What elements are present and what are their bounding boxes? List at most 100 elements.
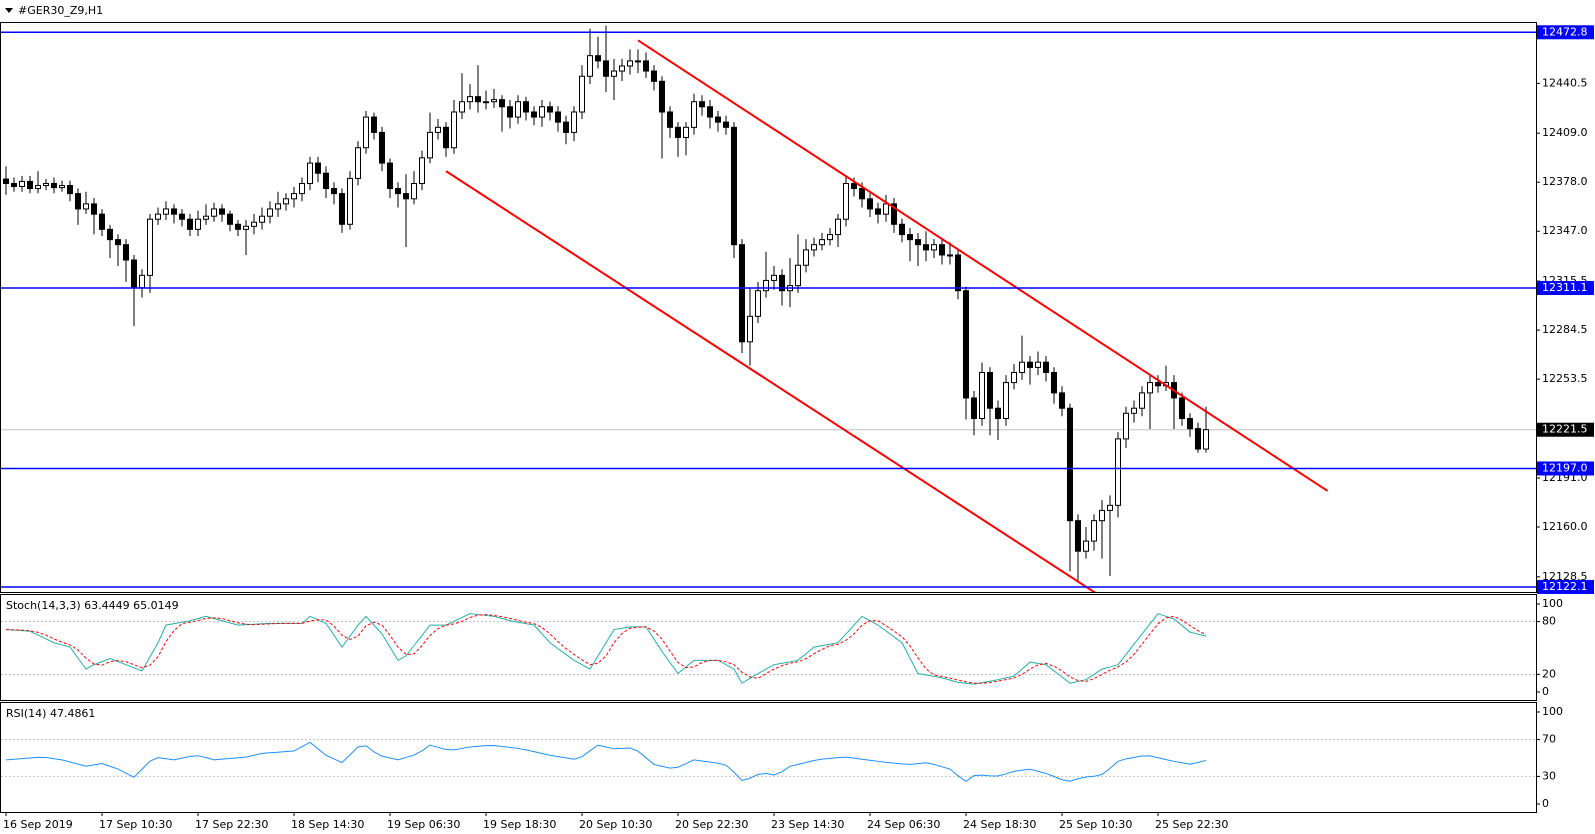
candle-body	[587, 55, 593, 77]
candle-body	[1187, 418, 1193, 430]
candle-body	[843, 182, 849, 220]
y-tick-label: 12284.5	[1542, 323, 1588, 336]
candle-body	[107, 228, 113, 241]
candle-body	[691, 101, 697, 128]
rsi-plot	[1, 739, 1536, 782]
candle-body	[19, 180, 25, 187]
candle-body	[1035, 361, 1041, 368]
candle-body	[515, 101, 521, 118]
candle-body	[595, 55, 601, 62]
candle-body	[931, 244, 937, 251]
candle-body	[115, 239, 121, 246]
level-label: 12472.8	[1542, 25, 1588, 38]
x-tick-label: 17 Sep 22:30	[195, 818, 268, 831]
candle-body	[891, 203, 897, 225]
candle-body	[139, 274, 145, 289]
candle-body	[523, 101, 529, 113]
candle-body	[739, 244, 745, 343]
candle-body	[243, 225, 249, 230]
candle-body	[371, 116, 377, 133]
indicator-line	[5, 613, 1207, 685]
y-tick-label: 0	[1542, 797, 1549, 810]
candle-body	[411, 182, 417, 200]
candle-body	[43, 182, 49, 187]
candle-body	[731, 126, 737, 246]
candle-body	[67, 185, 73, 195]
candle-body	[195, 218, 201, 230]
candle-body	[211, 208, 217, 217]
candle-body	[1027, 361, 1033, 368]
candle-body	[1043, 361, 1049, 373]
y-tick-label: 20	[1542, 667, 1556, 680]
candle-body	[499, 99, 505, 108]
x-tick-label: 24 Sep 06:30	[867, 818, 940, 831]
candle-body	[299, 182, 305, 195]
candle-body	[259, 215, 265, 223]
candle-body	[323, 172, 329, 190]
y-tick-label: 12409.0	[1542, 126, 1588, 139]
candle-body	[979, 371, 985, 420]
candle-body	[1075, 520, 1081, 552]
candle-body	[123, 244, 129, 261]
y-tick-label: 70	[1542, 733, 1556, 746]
x-tick-label: 24 Sep 18:30	[963, 818, 1036, 831]
x-tick-label: 17 Sep 10:30	[99, 818, 172, 831]
candle-body	[1203, 429, 1209, 450]
stoch-plot	[1, 613, 1536, 685]
candle-body	[315, 162, 321, 174]
x-tick-label: 23 Sep 14:30	[771, 818, 844, 831]
level-label-box	[1537, 281, 1594, 296]
candle-body	[795, 264, 801, 287]
candle-body	[419, 157, 425, 184]
candle-body	[723, 121, 729, 128]
candle-body	[451, 111, 457, 149]
candle-body	[1179, 397, 1185, 420]
candle-body	[875, 208, 881, 215]
candle-body	[1099, 509, 1105, 522]
candle-body	[507, 106, 513, 118]
candle-body	[403, 193, 409, 200]
x-tick-label: 18 Sep 14:30	[291, 818, 364, 831]
y-tick-label: 100	[1542, 597, 1563, 610]
candle-body	[899, 223, 905, 236]
candle-body	[811, 244, 817, 251]
candle-body	[59, 185, 65, 189]
candle-body	[1059, 392, 1065, 409]
y-tick-label: 12347.0	[1542, 224, 1588, 237]
candle-body	[1195, 428, 1201, 450]
candle-body	[91, 203, 97, 215]
candle-body	[699, 101, 705, 108]
candle-body	[1139, 392, 1145, 409]
candle-body	[347, 177, 353, 225]
main-plot	[1, 25, 1536, 592]
level-label: 12122.1	[1542, 580, 1588, 593]
x-tick-label: 20 Sep 22:30	[675, 818, 748, 831]
indicator-title: Stoch(14,3,3) 63.4449 65.0149	[6, 599, 179, 612]
x-tick-label: 25 Sep 10:30	[1059, 818, 1132, 831]
candle-body	[99, 213, 105, 230]
candle-body	[435, 126, 441, 133]
candle-body	[939, 244, 945, 256]
candle-body	[619, 65, 625, 72]
candle-body	[835, 218, 841, 236]
candle-body	[915, 239, 921, 246]
candle-body	[171, 208, 177, 215]
candle-body	[627, 60, 633, 67]
candle-body	[971, 397, 977, 420]
rsi-panel-frame	[0, 702, 1537, 813]
indicator-title: RSI(14) 47.4861	[6, 707, 95, 720]
indicator-line	[5, 741, 1207, 782]
candle-body	[443, 126, 449, 149]
candle-body	[1019, 361, 1025, 373]
candle-body	[3, 178, 9, 184]
candle-body	[635, 60, 641, 63]
y-tick-label: 30	[1542, 769, 1556, 782]
candle-body	[675, 126, 681, 138]
candle-body	[307, 162, 313, 184]
level-label: 12311.1	[1542, 281, 1588, 294]
candle-body	[179, 213, 185, 220]
candle-body	[603, 60, 609, 77]
menu-arrow[interactable]	[5, 8, 13, 13]
